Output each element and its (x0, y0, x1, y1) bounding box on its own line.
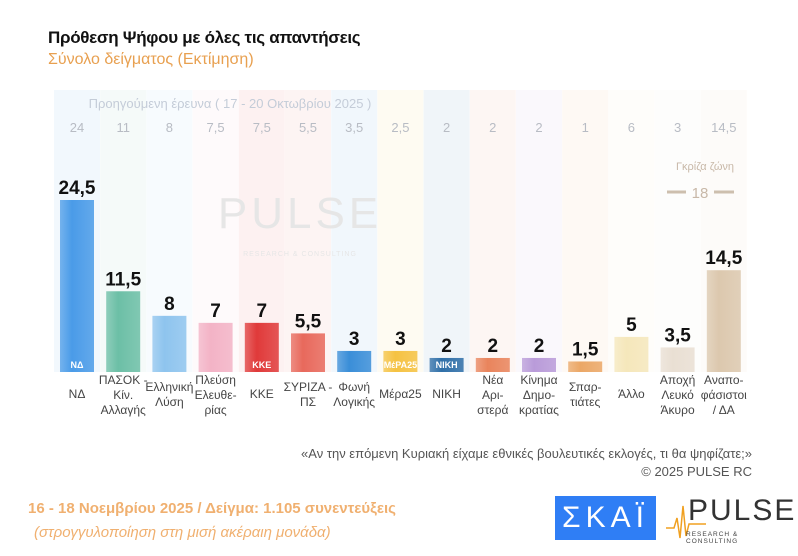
background-column (377, 90, 424, 372)
previous-value: 2 (443, 120, 450, 135)
bar-value-label: 3,5 (664, 325, 691, 346)
skai-logo: ΣΚΑΪ (555, 496, 656, 540)
category-label: Άλλο (618, 387, 645, 401)
category-label: ΣΥΡΙΖΑ -ΠΣ (284, 380, 333, 409)
chart-title: Πρόθεση Ψήφου με όλες τις απαντήσεις (48, 28, 361, 47)
bar-value-label: 7 (257, 301, 268, 322)
bar-value-label: 14,5 (705, 248, 742, 269)
bar (244, 322, 279, 372)
previous-value: 3 (674, 120, 681, 135)
category-label: ΝΔ (69, 387, 86, 401)
bar-value-label: 11,5 (105, 269, 141, 290)
category-label: Ελληνική Λύση (145, 380, 193, 409)
category-label: Μέρα25 (379, 387, 422, 401)
background-column (423, 90, 470, 372)
bar-value-label: 7 (210, 301, 221, 322)
rounding-note: (στρογγυλοποίηση στη μισή ακέραιη μονάδα… (34, 524, 331, 541)
previous-value: 6 (628, 120, 635, 135)
pulse-watermark-subtext: RESEARCH & CONSULTING (243, 251, 357, 258)
background-column (516, 90, 562, 372)
pulse-logo: PULSE RESEARCH & CONSULTING (666, 494, 794, 546)
background-column (562, 90, 609, 372)
bar-value-label: 3 (395, 329, 406, 350)
category-label: Αναπο-φάσιστοι / ΔΑ (701, 373, 747, 417)
bar-value-label: 24,5 (59, 178, 96, 199)
previous-value: 8 (166, 120, 173, 135)
bar-value-label: 1,5 (572, 339, 599, 360)
bar (152, 315, 187, 372)
bar (429, 357, 464, 372)
background-column (285, 90, 331, 372)
survey-question: «Αν την επόμενη Κυριακή είχαμε εθνικές β… (301, 446, 752, 461)
party-logo: ΚΚΕ (252, 360, 271, 370)
category-label: Φωνή Λογικής (333, 380, 375, 409)
bar (383, 350, 418, 372)
category-label: ΠΑΣΟΚ -Κίν. Αλλαγής (99, 373, 148, 417)
previous-value: 2,5 (391, 120, 409, 135)
bar (106, 291, 141, 372)
background-column (469, 90, 516, 372)
previous-value: 2 (535, 120, 542, 135)
bar (60, 200, 94, 372)
gray-zone-value: 18 (692, 185, 709, 202)
bar-value-label: 5 (626, 315, 637, 336)
previous-value: 5,5 (299, 120, 317, 135)
previous-value: 7,5 (207, 120, 225, 135)
bar (614, 336, 649, 372)
bar (198, 322, 233, 372)
survey-dates-sample: 16 - 18 Νοεμβρίου 2025 / Δείγμα: 1.105 σ… (28, 500, 396, 517)
bar-value-label: 8 (164, 294, 175, 315)
party-logo: ΜέΡΑ25 (384, 360, 417, 370)
copyright: © 2025 PULSE RC (641, 464, 752, 479)
category-label: Νέα Αρι-στερά (477, 373, 508, 417)
previous-value: 7,5 (253, 120, 271, 135)
bar-value-label: 2 (441, 336, 452, 357)
pulse-watermark: PULSE (218, 189, 382, 238)
bar-value-label: 2 (488, 336, 499, 357)
category-label: Αποχή Λευκό Άκυρο (660, 373, 695, 417)
pulse-wave-icon (666, 505, 706, 539)
pulse-logo-subtext: RESEARCH & CONSULTING (686, 531, 739, 545)
background-column (654, 90, 701, 372)
bar (568, 361, 603, 372)
bar (475, 357, 510, 372)
previous-value: 24 (70, 120, 84, 135)
category-label: Πλεύση Ελευθε-ρίας (195, 373, 237, 417)
background-column (608, 90, 655, 372)
pulse-logo-text: PULSE (688, 494, 797, 527)
category-label: ΝΙΚΗ (432, 387, 461, 401)
bar (706, 270, 741, 372)
category-label: Κίνημα Δημο-κρατίας (519, 373, 559, 417)
party-logo: ΝΔ (71, 360, 84, 370)
previous-value: 14,5 (711, 120, 736, 135)
bar (291, 333, 325, 372)
bar-value-label: 3 (349, 329, 360, 350)
previous-value: 1 (582, 120, 589, 135)
bar-value-label: 2 (534, 336, 545, 357)
previous-survey-label: Προηγούμενη έρευνα ( 17 - 20 Οκτωβρίου 2… (89, 96, 372, 111)
category-label: ΚΚΕ (250, 387, 274, 401)
previous-value: 11 (116, 120, 130, 135)
bar (522, 357, 556, 372)
category-label: Σπαρ-τιάτες (569, 380, 602, 409)
bar (337, 350, 372, 372)
background-column (331, 90, 378, 372)
bar (660, 347, 695, 372)
previous-value: 3,5 (345, 120, 363, 135)
previous-value: 2 (489, 120, 496, 135)
party-logo: ΝΙΚΗ (436, 360, 458, 370)
bar-value-label: 5,5 (295, 311, 322, 332)
chart-subtitle: Σύνολο δείγματος (Εκτίμηση) (48, 51, 254, 68)
gray-zone-label: Γκρίζα ζώνη (676, 161, 734, 173)
